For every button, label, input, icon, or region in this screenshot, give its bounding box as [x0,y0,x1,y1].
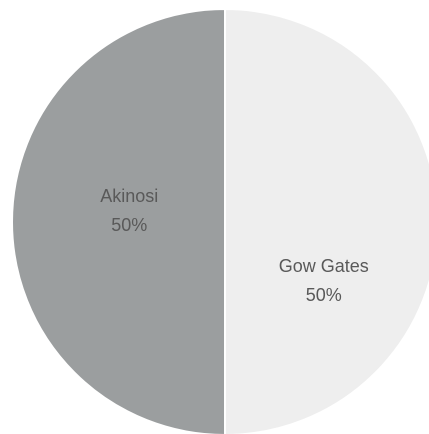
pie-slice-value-label: 50% [306,285,342,305]
pie-slice-akinosi [11,7,226,434]
pie-slice-label-group: Gow Gates 50% [279,256,369,305]
pie-slice-category-label: Akinosi [100,186,158,206]
pie-slice-gow-gates [224,7,429,434]
pie-slice-category-label: Gow Gates [279,256,369,276]
pie-slice-value-label: 50% [111,215,147,235]
pie-slice-label-group: Akinosi 50% [100,186,158,235]
